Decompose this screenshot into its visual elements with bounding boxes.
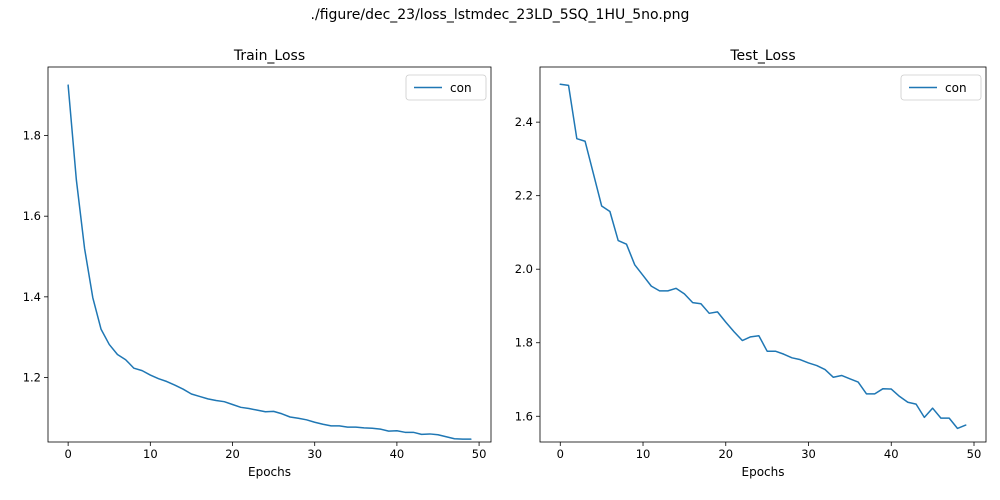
x-tick-label: 50	[472, 447, 487, 461]
x-tick-label: 20	[225, 447, 240, 461]
series-line-con	[67, 84, 472, 440]
y-tick-label: 1.8	[515, 336, 533, 350]
y-tick-label: 1.8	[23, 129, 41, 143]
x-tick-label: 30	[307, 447, 322, 461]
legend: con	[405, 74, 487, 101]
y-tick-label: 2.0	[515, 262, 533, 276]
legend-label: con	[945, 81, 967, 95]
x-axis-label: Epochs	[248, 465, 291, 479]
x-tick-label: 40	[390, 447, 405, 461]
y-tick-label: 2.2	[515, 189, 533, 203]
y-tick-label: 1.4	[23, 290, 41, 304]
x-tick-label: 30	[801, 447, 816, 461]
legend: con	[900, 74, 982, 101]
x-tick-label: 0	[557, 447, 564, 461]
y-tick-label: 2.4	[515, 115, 533, 129]
x-tick-label: 10	[636, 447, 651, 461]
series-line-con	[559, 83, 967, 430]
legend-box	[900, 74, 982, 101]
y-tick-label: 1.6	[515, 409, 533, 423]
figure-suptitle: ./figure/dec_23/loss_lstmdec_23LD_5SQ_1H…	[310, 7, 690, 23]
subplot-title: Train_Loss	[233, 48, 305, 64]
legend-box	[405, 74, 487, 101]
axes-frame	[539, 66, 987, 443]
x-tick-label: 50	[967, 447, 982, 461]
x-tick-label: 40	[884, 447, 899, 461]
y-tick-label: 1.2	[23, 370, 41, 384]
legend-label: con	[450, 81, 472, 95]
subplot-title: Test_Loss	[729, 48, 795, 64]
x-axis-label: Epochs	[742, 465, 785, 479]
subplot-2: Test_Loss 0 10 20 30 40 50 1.6 1.8 2.0 2.2 2.4 Epoch…	[515, 48, 987, 479]
x-tick-label: 0	[64, 447, 71, 461]
y-tick-label: 1.6	[23, 209, 41, 223]
subplot-1: Train_Loss 0 10 20 30 40 50 1.2 1.4 1.6 1.8 Epochs c…	[23, 48, 492, 479]
x-tick-label: 20	[718, 447, 733, 461]
axes-frame	[47, 66, 492, 443]
x-tick-label: 10	[143, 447, 158, 461]
